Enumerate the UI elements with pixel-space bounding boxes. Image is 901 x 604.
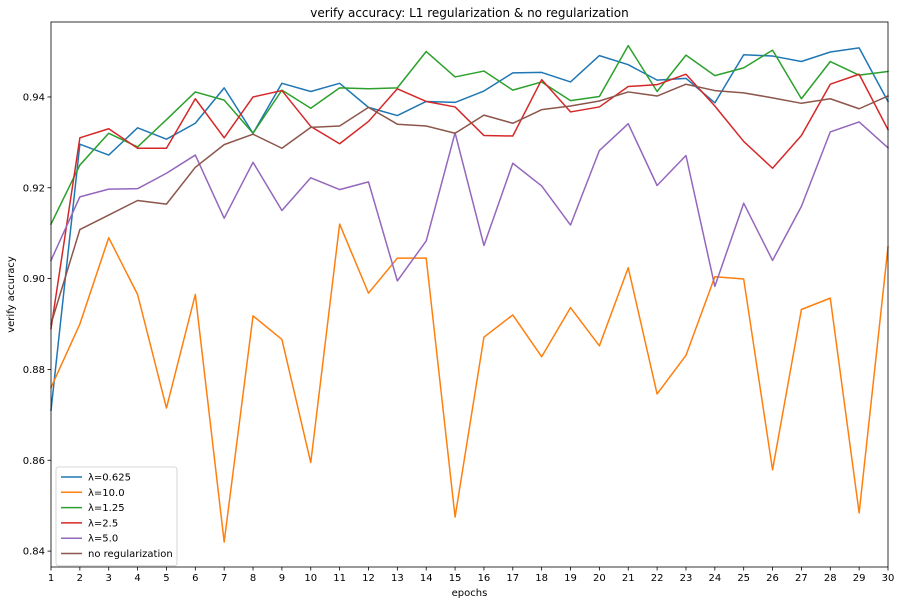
legend-label-3: λ=2.5 [88, 518, 118, 529]
x-tick-label: 1 [48, 573, 54, 584]
x-tick-label: 27 [795, 573, 808, 584]
x-tick-label: 21 [622, 573, 635, 584]
series-line-5 [50, 83, 889, 325]
x-tick-label: 12 [362, 573, 375, 584]
x-tick-label: 18 [535, 573, 548, 584]
legend: λ=0.625 λ=10.0 λ=1.25 λ=2.5 λ=5.0 no regulari… [55, 466, 178, 567]
x-tick-label: 23 [680, 573, 693, 584]
x-tick-label: 10 [304, 573, 317, 584]
x-tick-label: 11 [333, 573, 346, 584]
legend-label-4: λ=5.0 [88, 534, 118, 545]
x-axis-title: epochs [452, 588, 488, 599]
legend-box [55, 466, 178, 567]
series-line-3 [50, 73, 890, 330]
x-tick-label: 20 [593, 573, 606, 584]
axes-layer: 1 2 3 4 5 6 7 8 9 10 11 12 13 14 15 16 17 18 19 20 21 22 23 24 2… [23, 21, 895, 584]
x-tick-label: 29 [853, 573, 866, 584]
legend-label-2: λ=1.25 [88, 503, 125, 514]
x-tick-label: 17 [506, 573, 519, 584]
x-tick-label: 14 [420, 573, 433, 584]
x-tick-label: 2 [77, 573, 83, 584]
x-tick-label: 24 [708, 573, 721, 584]
series-layer [49, 44, 890, 543]
x-tick-label: 3 [106, 573, 112, 584]
x-tick-label: 4 [134, 573, 140, 584]
x-tick-label: 28 [824, 573, 837, 584]
legend-label-5: no regularization [88, 549, 173, 560]
chart-title: verify accuracy: L1 regularization & no … [310, 6, 628, 20]
x-tick-label: 6 [192, 573, 198, 584]
y-tick-label: 0.88 [23, 365, 45, 376]
x-tick-label: 8 [250, 573, 256, 584]
x-tick-label: 15 [449, 573, 462, 584]
x-tick-label: 5 [163, 573, 169, 584]
x-tick-label: 16 [478, 573, 491, 584]
y-axis-title: verify accuracy [6, 256, 17, 333]
series-line-1 [50, 223, 889, 543]
x-tick-label: 26 [766, 573, 779, 584]
legend-label-1: λ=10.0 [88, 488, 125, 499]
series-line-0 [50, 47, 890, 412]
legend-label-0: λ=0.625 [88, 473, 131, 484]
series-line-4 [50, 121, 890, 288]
plot-frame [50, 21, 889, 568]
x-tick-label: 22 [651, 573, 664, 584]
x-tick-label: 19 [564, 573, 577, 584]
y-tick-label: 0.86 [23, 456, 45, 467]
y-tick-label: 0.84 [23, 547, 45, 558]
x-tick-label: 30 [882, 573, 895, 584]
y-tick-label: 0.94 [23, 92, 45, 103]
x-tick-label: 13 [391, 573, 404, 584]
series-line-2 [49, 44, 889, 226]
y-tick-label: 0.92 [23, 183, 45, 194]
x-tick-label: 25 [737, 573, 750, 584]
x-tick-label: 7 [221, 573, 227, 584]
y-tick-label: 0.90 [23, 274, 45, 285]
x-tick-label: 9 [279, 573, 285, 584]
